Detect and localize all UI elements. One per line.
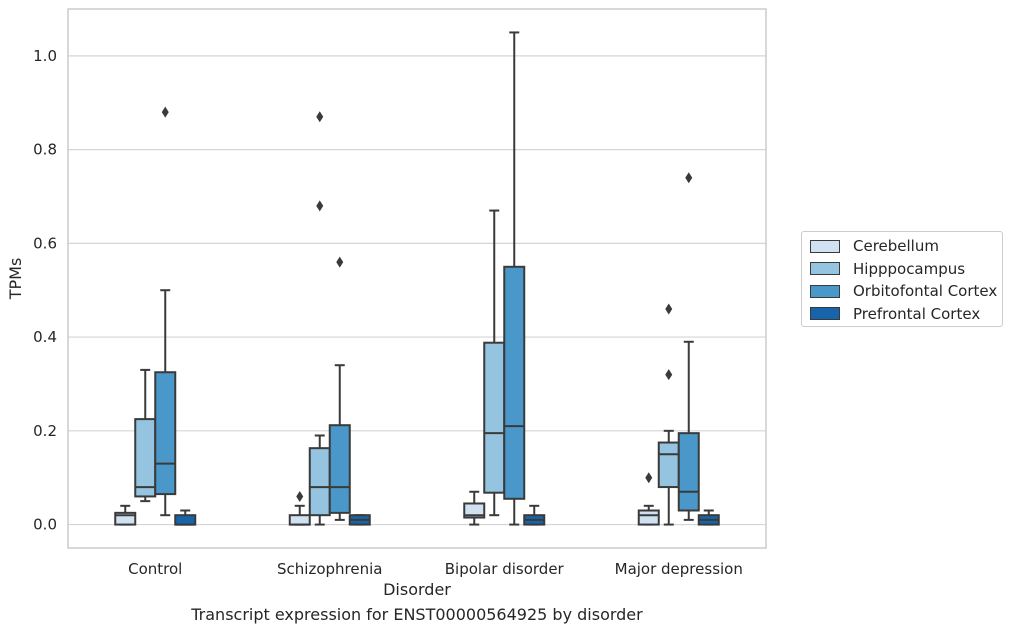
box-iqr (288, 514, 311, 526)
x-axis-title: Disorder (383, 580, 451, 599)
box-iqr (308, 447, 331, 517)
legend-swatch-hippocampus (810, 262, 840, 276)
box-prefrontal-cortex (174, 509, 197, 526)
outlier-point (161, 106, 169, 118)
box-iqr (134, 418, 157, 498)
box-prefrontal-cortex (697, 509, 720, 526)
y-tick-label: 1.0 (33, 47, 57, 65)
outlier-point (336, 256, 344, 268)
box-orbitofontal-cortex (677, 172, 700, 521)
legend-item-orbitofrontal-cortex: Orbitofontal Cortex (810, 280, 1002, 303)
box-cerebellum (288, 490, 311, 526)
box-iqr (483, 341, 506, 494)
figure-caption: Transcript expression for ENST0000056492… (191, 605, 643, 624)
legend-item-prefrontal-cortex: Prefrontal Cortex (810, 303, 1002, 326)
legend: Cerebellum Hipppocampus Orbitofontal Cor… (801, 231, 1003, 327)
y-tick-label: 0.2 (33, 422, 57, 440)
box-orbitofontal-cortex (154, 106, 177, 517)
outlier-point (316, 200, 324, 212)
outlier-point (685, 172, 693, 184)
plot-frame (67, 8, 767, 549)
y-tick-label: 0.8 (33, 141, 57, 159)
outlier-point (316, 111, 324, 123)
legend-swatch-cerebellum (810, 239, 840, 253)
y-tick-label: 0.0 (33, 516, 57, 534)
y-axis-title: TPMs (6, 258, 25, 301)
box-iqr (463, 502, 486, 519)
box-prefrontal-cortex (348, 514, 371, 526)
y-tick-label: 0.6 (33, 234, 57, 252)
box-cerebellum (637, 472, 660, 526)
x-tick-label: Schizophrenia (277, 560, 382, 578)
outlier-point (645, 472, 653, 484)
legend-label-cerebellum: Cerebellum (853, 237, 939, 256)
box-iqr (174, 514, 197, 526)
box-orbitofontal-cortex (503, 31, 526, 526)
y-tick-label: 0.4 (33, 328, 57, 346)
box-prefrontal-cortex (523, 504, 546, 526)
legend-item-cerebellum: Cerebellum (810, 235, 1002, 258)
x-tick-label: Control (128, 560, 182, 578)
legend-item-hippocampus: Hipppocampus (810, 258, 1002, 281)
x-tick-label: Bipolar disorder (445, 560, 565, 578)
box-iqr (328, 424, 351, 514)
box-iqr (677, 432, 700, 512)
outlier-point (665, 369, 673, 381)
x-tick-label: Major depression (615, 560, 743, 578)
legend-label-prefrontal-cortex: Prefrontal Cortex (853, 304, 981, 323)
legend-label-hippocampus: Hipppocampus (853, 259, 966, 278)
box-hipppocampus (134, 368, 157, 503)
box-cerebellum (114, 504, 137, 526)
box-iqr (154, 371, 177, 496)
legend-label-orbitofrontal-cortex: Orbitofontal Cortex (853, 282, 998, 301)
legend-swatch-prefrontal-cortex (810, 307, 840, 321)
box-iqr (503, 265, 526, 500)
box-iqr (637, 509, 660, 526)
box-cerebellum (463, 490, 486, 526)
box-orbitofontal-cortex (328, 256, 351, 521)
legend-swatch-orbitofrontal-cortex (810, 284, 840, 298)
box-hipppocampus (483, 209, 506, 517)
box-iqr (114, 511, 137, 526)
outlier-point (665, 303, 673, 315)
box-hipppocampus (308, 111, 331, 526)
box-iqr (657, 441, 680, 489)
outlier-point (296, 490, 304, 502)
